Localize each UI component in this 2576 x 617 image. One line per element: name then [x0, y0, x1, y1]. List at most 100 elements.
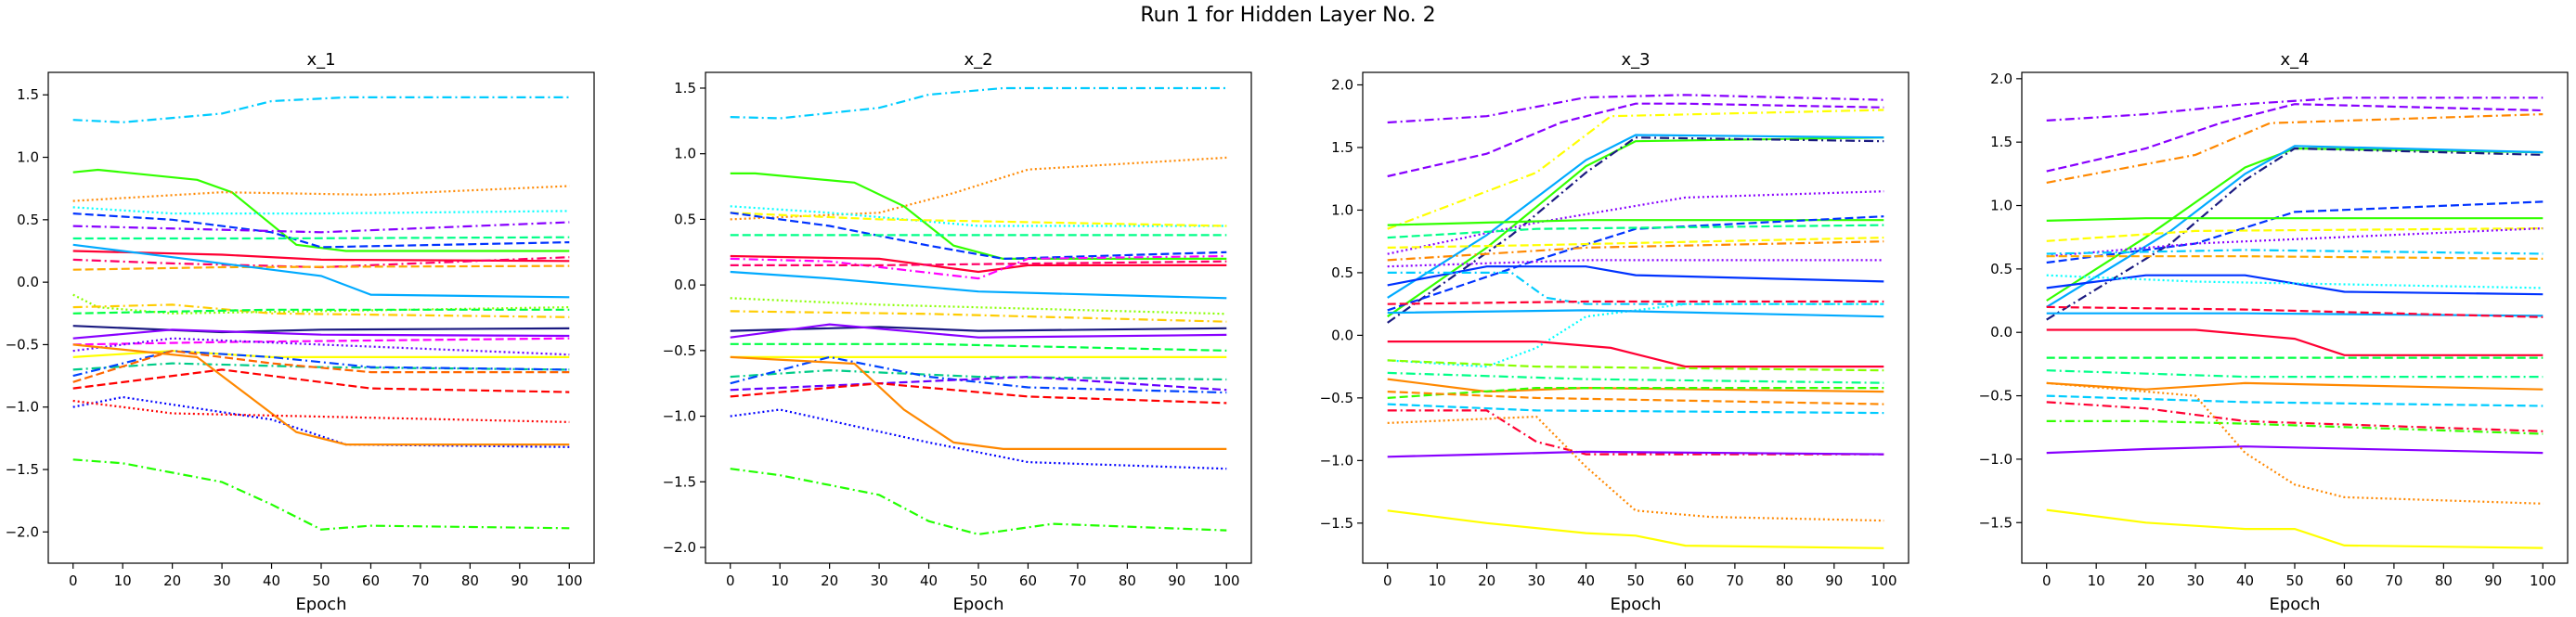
series-line-10: [1387, 224, 1884, 239]
series-line-14: [730, 326, 1227, 332]
series-line-4: [1387, 136, 1884, 318]
y-tick-label: 1.0: [1331, 201, 1353, 218]
series-line-8: [2046, 217, 2544, 222]
series-line-27: [72, 458, 570, 531]
subplot-1: 0 10 20 30 40 50 60 70 80 90 100 −2.0 −1.5 −1.0 −0.5 0.…: [6, 50, 595, 614]
series-line-3: [1387, 109, 1884, 230]
y-tick-label: 0.5: [1990, 261, 2013, 277]
series-line-24: [730, 468, 1227, 536]
x-tick-label: 70: [2385, 572, 2402, 589]
series-line-26: [2046, 508, 2544, 549]
series-line-22: [730, 408, 1227, 470]
subplot-title: x_3: [1621, 50, 1650, 70]
y-tick-label: 1.0: [1990, 198, 2013, 214]
series-line-28: [1387, 415, 1884, 522]
series-line-21: [2046, 394, 2544, 407]
series-line-24: [72, 395, 570, 448]
x-tick-label: 20: [1478, 572, 1495, 589]
series-line-4: [730, 205, 1227, 227]
series-line-1: [2046, 96, 2544, 122]
series-line-12: [2046, 255, 2544, 260]
subplot-2: 0 10 20 30 40 50 60 70 80 90 100 −2.0 −1.5 −1.0 −0.5 0.…: [663, 50, 1252, 614]
y-tick-label: 1.5: [674, 80, 696, 96]
series-line-2: [1387, 102, 1884, 178]
x-tick-label: 90: [1825, 572, 1843, 589]
x-tick-label: 30: [214, 572, 231, 589]
series-line-1: [730, 86, 1227, 120]
x-tick-label: 100: [556, 572, 583, 589]
series-line-13: [1387, 259, 1884, 268]
series-line-3: [730, 172, 1227, 260]
y-tick-label: −1.0: [663, 408, 696, 425]
y-tick-label: −1.5: [1979, 514, 2013, 531]
series-line-19: [2046, 369, 2544, 379]
series-line-5: [730, 212, 1227, 227]
series-line-25: [2046, 381, 2544, 505]
series-line-18: [1387, 309, 1884, 318]
series-line-20: [1387, 359, 1884, 372]
y-tick-label: 0.5: [674, 211, 696, 227]
x-tick-label: 80: [2435, 572, 2453, 589]
series-line-16: [1387, 300, 1884, 305]
x-tick-label: 70: [411, 572, 429, 589]
series-line-6: [72, 221, 570, 234]
x-tick-label: 80: [461, 572, 479, 589]
x-axis-label: Epoch: [952, 595, 1003, 614]
x-tick-label: 50: [969, 572, 987, 589]
y-tick-label: −1.0: [6, 399, 39, 416]
series-line-11: [72, 243, 570, 299]
series-line-25: [72, 343, 570, 446]
series-line-2: [2046, 103, 2544, 173]
x-tick-label: 60: [362, 572, 380, 589]
series-line-9: [2046, 227, 2544, 242]
y-tick-label: 0.0: [1990, 324, 2013, 341]
series-line-9: [730, 254, 1227, 280]
y-tick-label: −1.5: [6, 461, 39, 478]
x-tick-label: 40: [2236, 572, 2254, 589]
series-line-16: [730, 342, 1227, 352]
subplot-3: 0 10 20 30 40 50 60 70 80 90 100 −1.5 −1.0 −0.5 0.0 0.5…: [1320, 50, 1909, 614]
y-tick-label: 1.0: [17, 149, 39, 166]
y-tick-label: 0.5: [17, 212, 39, 228]
series-line-19: [1387, 341, 1884, 368]
series-line-21: [730, 382, 1227, 405]
y-tick-label: 0.0: [17, 274, 39, 290]
series-line-6: [1387, 136, 1884, 324]
series-line-23: [2046, 419, 2544, 435]
series-line-9: [72, 256, 570, 269]
x-tick-label: 60: [2336, 572, 2353, 589]
y-tick-label: −0.5: [6, 336, 39, 353]
series-line-27: [1387, 450, 1884, 458]
x-tick-label: 50: [1626, 572, 1644, 589]
figure-title: Run 1 for Hidden Layer No. 2: [1140, 4, 1436, 27]
series-line-11: [1387, 237, 1884, 249]
x-tick-label: 30: [871, 572, 888, 589]
series-line-16: [72, 328, 570, 340]
series-line-3: [72, 185, 570, 202]
series-line-12: [72, 293, 570, 315]
y-tick-label: 2.0: [1990, 71, 2013, 87]
series-line-10: [72, 264, 570, 271]
y-tick-label: 1.0: [674, 146, 696, 162]
x-tick-label: 30: [1528, 572, 1546, 589]
series-line-10: [2046, 227, 2544, 258]
x-tick-label: 40: [263, 572, 280, 589]
x-tick-label: 100: [1871, 572, 1897, 589]
series-line-10: [730, 260, 1227, 266]
series-line-8: [72, 250, 570, 263]
series-line-15: [2046, 312, 2544, 317]
series-line-20: [2046, 381, 2544, 391]
subplot-title: x_4: [2280, 50, 2309, 70]
series-line-22: [2046, 401, 2544, 432]
series-line-16: [2046, 305, 2544, 318]
series-line-26: [1387, 409, 1884, 456]
y-tick-label: 0.0: [674, 276, 696, 293]
x-tick-label: 70: [1726, 572, 1743, 589]
x-tick-label: 10: [2088, 572, 2105, 589]
x-tick-label: 0: [2042, 572, 2052, 589]
series-line-23: [730, 355, 1227, 450]
series-line-1: [1387, 94, 1884, 124]
x-tick-label: 80: [1776, 572, 1793, 589]
y-tick-label: −2.0: [663, 539, 696, 556]
